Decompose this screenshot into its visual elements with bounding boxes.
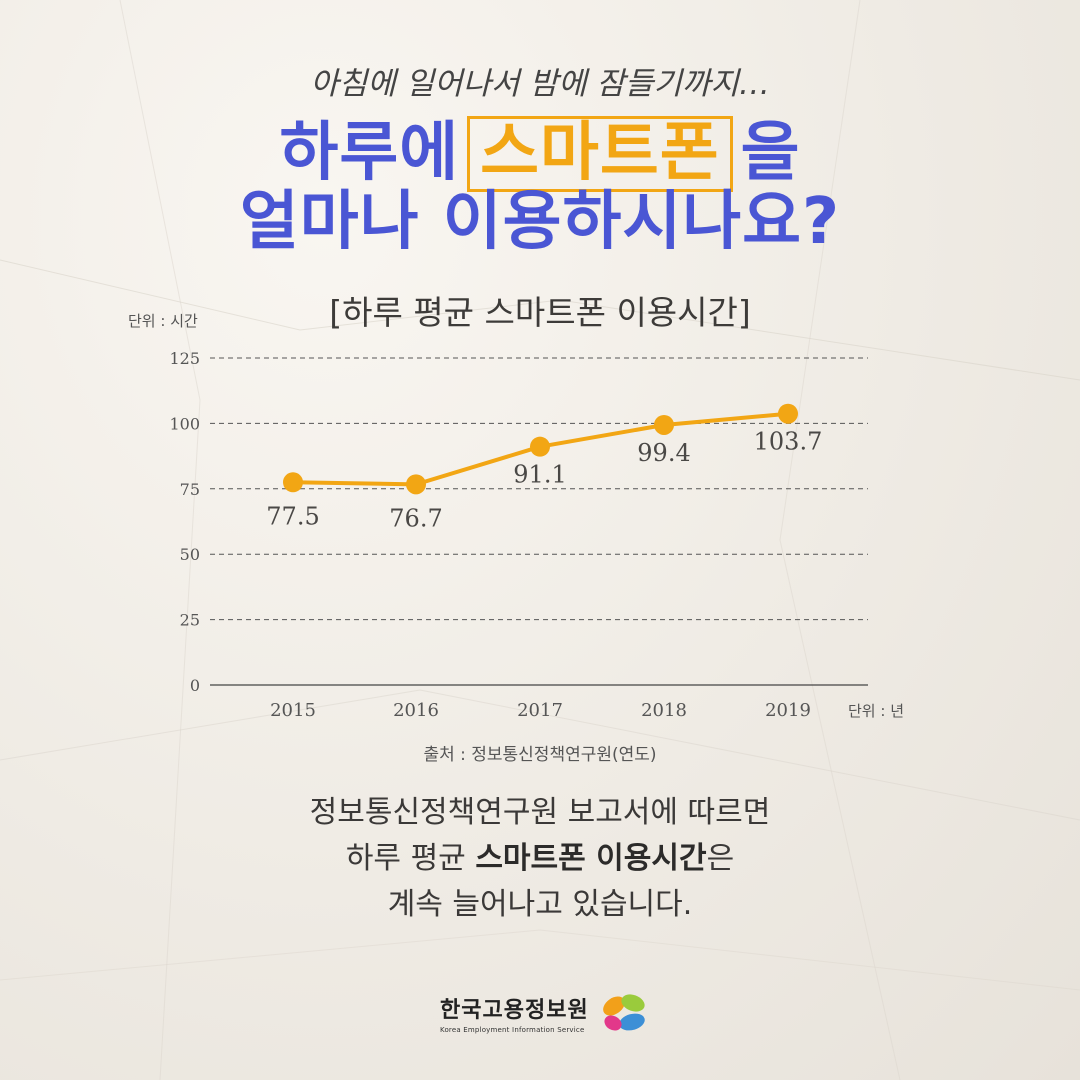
data-label: 76.7 — [389, 504, 442, 532]
data-point — [778, 403, 798, 424]
x-unit-label: 단위 : 년 — [848, 702, 904, 720]
x-tick-label: 2016 — [393, 700, 439, 721]
headline-suffix: 을 — [740, 116, 801, 190]
headline-highlight: 스마트폰 — [467, 116, 733, 192]
body-line-3: 계속 늘어나고 있습니다. — [387, 887, 693, 922]
y-unit-label: 단위 : 시간 — [128, 312, 198, 330]
line-chart: 0 25 50 75 100 125 2015 2016 2017 2018 2019 77.5 76.… — [169, 349, 868, 721]
data-point — [654, 414, 674, 435]
source-note: 출처 : 정보통신정책연구원(연도) — [423, 745, 657, 765]
headline-prefix: 하루에 — [279, 116, 460, 190]
y-tick-label: 0 — [190, 676, 200, 695]
y-tick-label: 25 — [180, 611, 200, 630]
y-tick-label: 100 — [169, 414, 200, 433]
x-tick-label: 2019 — [765, 700, 811, 721]
logo-text: 한국고용정보원 Korea Employment Information Ser… — [440, 992, 589, 1034]
body-line-1: 정보통신정책연구원 보고서에 따르면 — [309, 795, 771, 830]
y-tick-label: 75 — [180, 480, 200, 499]
headline-line-1: 하루에 스마트폰 을 — [0, 116, 1080, 192]
chart-title: [하루 평균 스마트폰 이용시간] — [329, 293, 751, 332]
body-text: 정보통신정책연구원 보고서에 따르면 하루 평균 스마트폰 이용시간은 계속 늘… — [0, 790, 1080, 928]
data-label: 91.1 — [513, 461, 566, 489]
logo: 한국고용정보원 Korea Employment Information Ser… — [440, 990, 649, 1036]
header-subtitle: 아침에 일어나서 밤에 잠들기까지… — [310, 66, 770, 102]
headline-line-2: 얼마나 이용하시나요? — [239, 185, 841, 259]
data-label: 99.4 — [637, 439, 690, 467]
data-point — [530, 436, 550, 457]
data-label: 77.5 — [266, 502, 319, 530]
x-tick-label: 2017 — [517, 700, 563, 721]
data-label: 103.7 — [754, 428, 823, 456]
body-line-2-bold: 스마트폰 이용시간 — [475, 841, 707, 876]
y-tick-label: 125 — [169, 349, 200, 368]
y-tick-label: 50 — [180, 545, 200, 564]
x-tick-label: 2018 — [641, 700, 687, 721]
logo-leaf-icon — [602, 994, 645, 1031]
body-line-2-prefix: 하루 평균 — [345, 841, 476, 876]
logo-name: 한국고용정보원 — [440, 998, 589, 1023]
logo-sub: Korea Employment Information Service — [440, 1026, 585, 1034]
body-line-2-suffix: 은 — [706, 841, 735, 876]
data-point — [283, 472, 303, 493]
data-point — [406, 474, 426, 495]
body-line-2: 하루 평균 스마트폰 이용시간은 — [0, 836, 1080, 882]
x-tick-label: 2015 — [270, 700, 316, 721]
